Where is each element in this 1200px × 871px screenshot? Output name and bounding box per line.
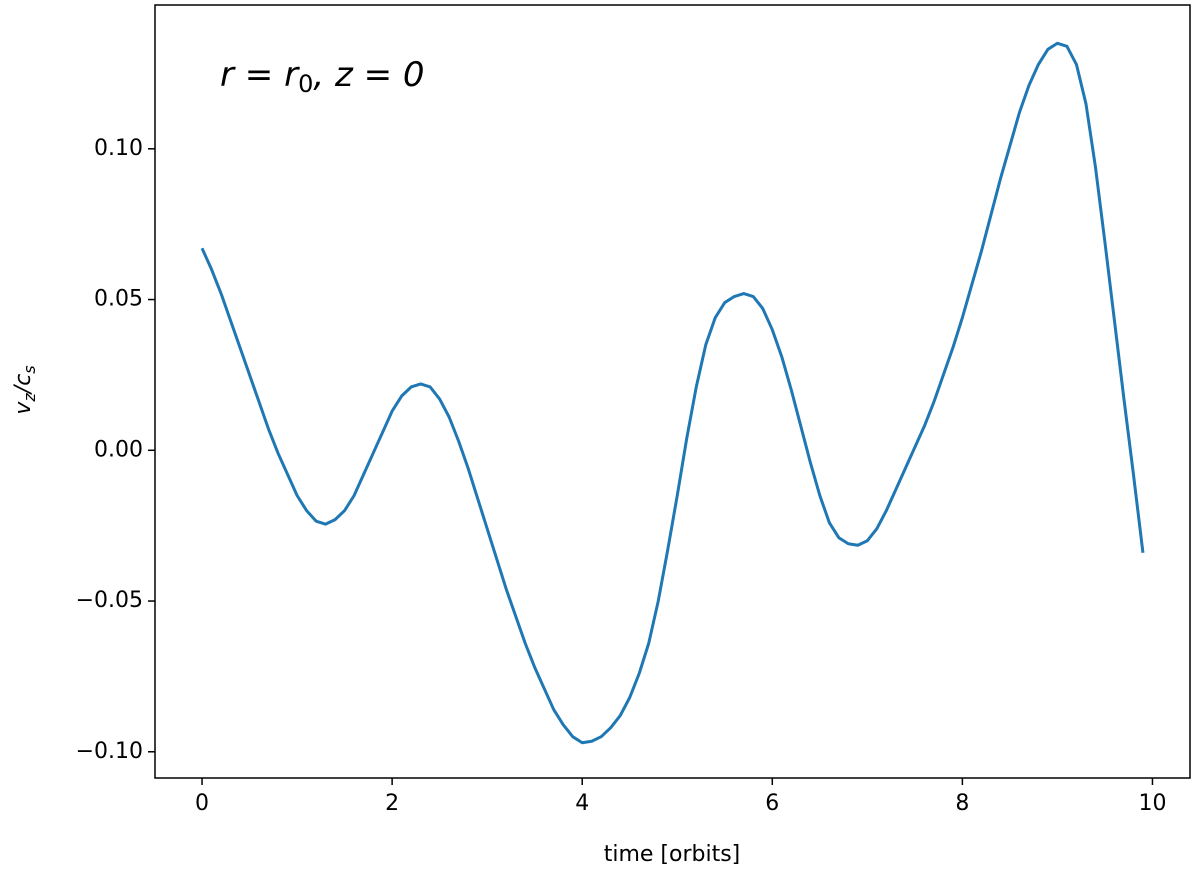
annotation-part: , z = 0 [313,55,424,95]
x-tick-label: 4 [575,791,589,816]
y-tick-label: 0.05 [94,287,143,312]
y-label-sub: s [20,365,39,373]
y-label-part: v [11,401,36,415]
y-tick-label: −0.10 [76,739,143,764]
x-tick-label: 10 [1138,791,1166,816]
x-tick-label: 0 [195,791,209,816]
plot-frame [154,4,1191,779]
x-tick-label: 8 [955,791,969,816]
y-label-sub: z [20,393,39,403]
annotation-part: r = r [220,55,300,95]
x-tick-label: 6 [765,791,779,816]
x-tick-label: 2 [385,791,399,816]
line-series [200,41,1145,745]
annotation: r = r0, z = 0 [220,55,425,99]
y-label-part: /c [11,374,36,396]
y-axis-label: vz/cs [11,365,39,414]
y-tick-label: −0.05 [76,588,143,613]
x-axis-label: time [orbits] [604,842,741,867]
y-tick-label: 0.10 [94,136,143,161]
annotation-sub: 0 [298,70,313,98]
y-tick-label: 0.00 [94,437,143,462]
